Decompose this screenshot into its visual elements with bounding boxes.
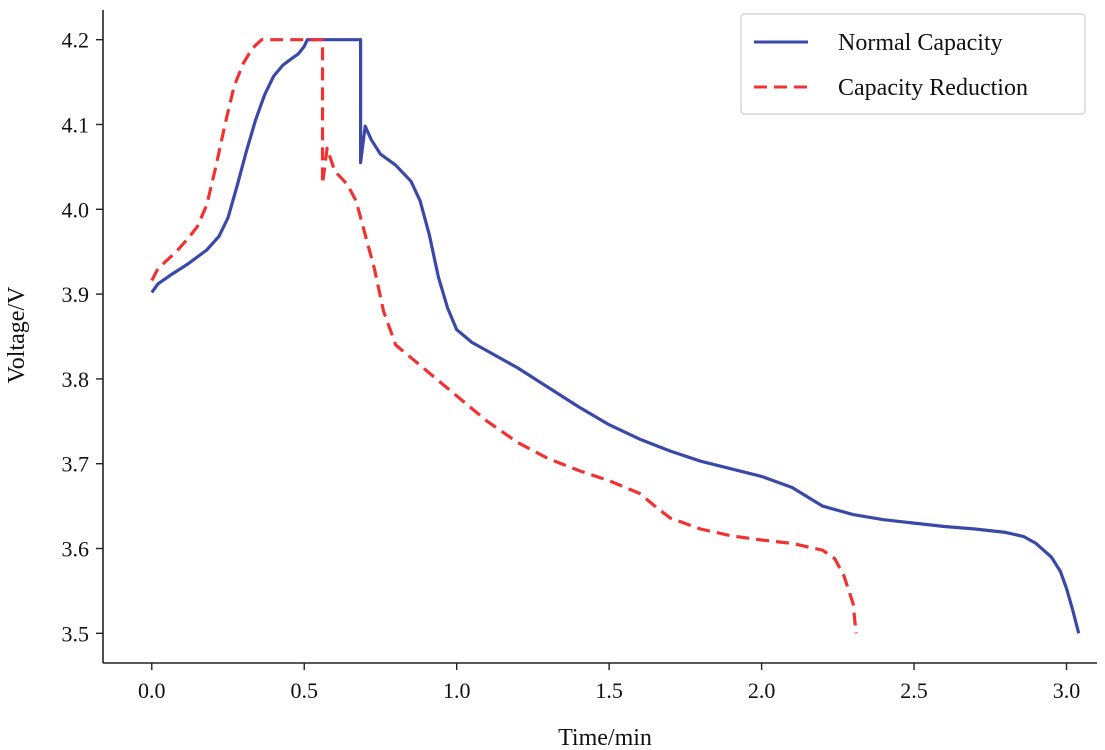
plot-area [150,38,1081,634]
x-tick-label: 1.5 [595,678,623,703]
y-axis-label: Voltage/V [4,286,30,384]
x-tick-label: 2.0 [748,678,776,703]
x-tick-label: 1.0 [443,678,471,703]
legend-label-capacity-reduction: Capacity Reduction [838,75,1028,101]
y-tick-label: 3.5 [62,621,90,646]
legend-box [740,13,1086,115]
y-tick-label: 3.6 [62,537,90,562]
y-tick-label: 3.8 [62,367,90,392]
series-line-normal-capacity [150,38,1081,634]
x-tick-label: 2.5 [900,678,928,703]
legend-label-normal-capacity: Normal Capacity [838,30,1003,56]
series-line-capacity-reduction [150,38,858,634]
y-tick-label: 4.2 [62,28,90,53]
x-tick-label: 0.5 [290,678,318,703]
axes: 0.0 0.5 1.0 1.5 2.0 2.5 3.0 3.5 3.6 3.7 3.8 3.9 4.0 4… [62,10,1097,703]
legend: Normal Capacity Capacity Reduction [740,13,1086,115]
y-tick-label: 4.0 [62,197,90,222]
x-tick-label: 3.0 [1053,678,1081,703]
x-axis-label: Time/min [558,725,652,750]
y-tick-label: 3.9 [62,282,90,307]
y-tick-label: 4.1 [62,112,90,137]
x-tick-label: 0.0 [138,678,166,703]
y-tick-label: 3.7 [62,452,90,477]
